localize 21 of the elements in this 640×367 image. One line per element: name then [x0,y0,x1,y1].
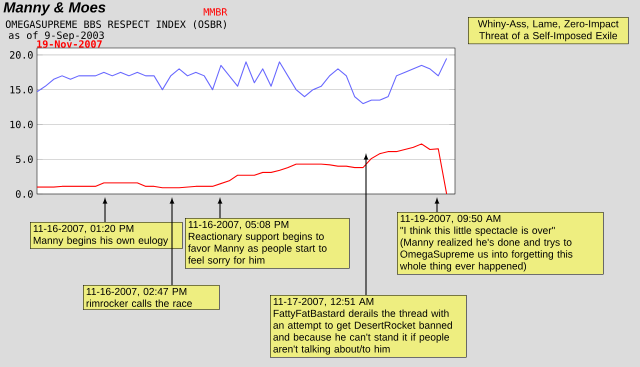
text: 11-16-2007, 02:47 PM [86,288,186,296]
text: "I think this little spectacle is over" (Manny realized he's done and trys to OmegaSupreme us into forgetting this whole thing ever happened) [400,226,572,272]
text: Whiny-Ass, Lame, Zero-Impact Threat of a Self-Imposed Exile [478,20,619,42]
text: MMBR [204,8,228,16]
y-tick-label: 15.0 [10,86,33,94]
chart-title: Manny & Moes [4,2,106,16]
text: 11-16-2007, 05:08 PM [188,220,288,230]
y-tick-label: 20.0 [10,51,33,59]
chart-subtitle: OMEGASUPREME BBS RESPECT INDEX (OSBR) [6,20,226,30]
y-tick-label: 10.0 [10,120,33,128]
text: Manny begins his own eulogy [34,236,168,246]
text: 19-Nov-2007 [37,40,102,48]
y-tick-label: 0.0 [16,190,33,198]
text: rimrocker calls the race [86,300,192,307]
text: FattyFatBastard derails the thread with an attempt to get DesertRocket banned and because he can't stand it if people aren't talking about/to him [273,310,452,355]
text: 11-16-2007, 01:20 PM [34,224,134,234]
text: Reactionary support begins to favor Manny as people start to feel sorry for him [188,232,327,266]
text: 11-19-2007, 09:50 AM [400,214,500,224]
y-tick-label: 5.0 [16,155,33,164]
text: 11-17-2007, 12:51 AM [274,298,374,306]
text: as of 9-Sep-2003 [8,31,104,41]
